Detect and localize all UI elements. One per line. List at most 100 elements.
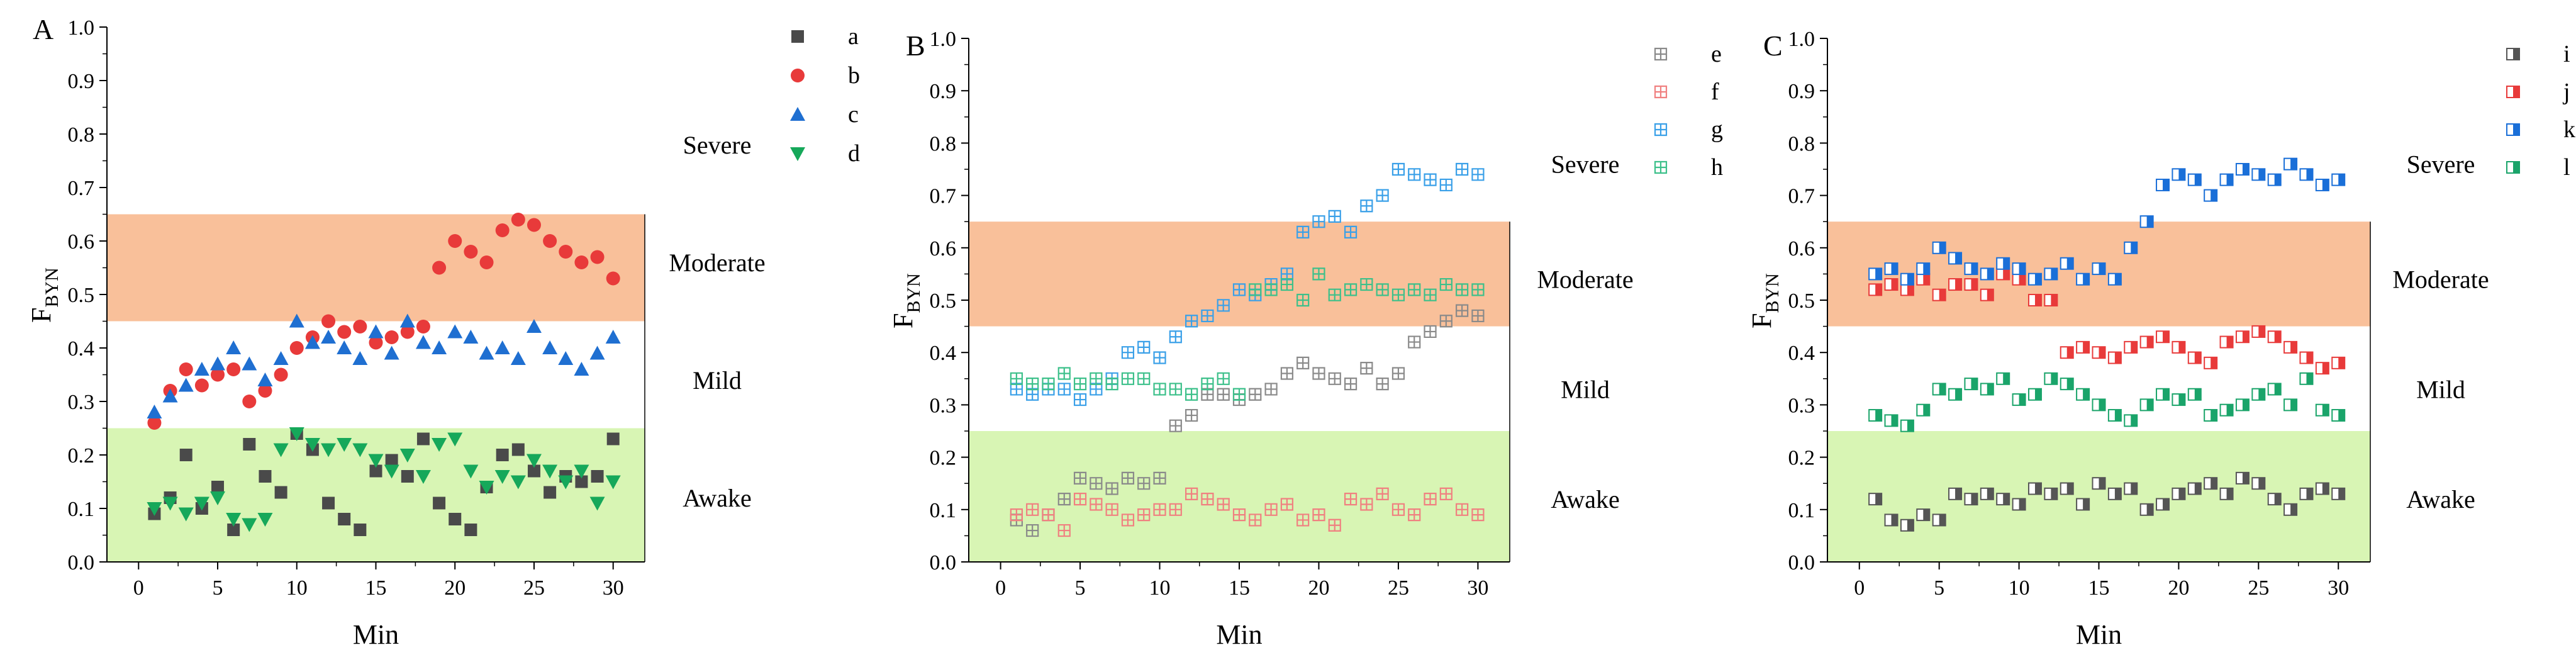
data-point-a bbox=[511, 443, 525, 456]
data-point-b bbox=[543, 234, 557, 248]
data-point-l bbox=[2044, 372, 2058, 385]
x-axis-title: Min bbox=[353, 619, 399, 650]
data-point-h bbox=[1391, 288, 1405, 301]
data-point-i bbox=[2012, 498, 2026, 511]
data-point-j bbox=[2107, 351, 2122, 364]
data-point-b bbox=[416, 320, 430, 334]
band-awake bbox=[107, 428, 645, 562]
data-point-i bbox=[2027, 482, 2042, 495]
data-point-k bbox=[1964, 262, 1978, 276]
data-point-c bbox=[589, 345, 605, 360]
data-point-j bbox=[2204, 356, 2218, 369]
data-point-j bbox=[2299, 351, 2314, 364]
y-tick-label: 0.3 bbox=[930, 394, 957, 417]
legend-marker-f bbox=[1654, 85, 1668, 99]
band-label: Severe bbox=[2407, 150, 2475, 179]
panel-c: 0.0 0.1 0.2 0.3 0.4 0.5 0.6 0.7 0.8 0.9 1.0 0 5 10 15 2… bbox=[1746, 28, 2575, 650]
data-point-l bbox=[2172, 393, 2186, 406]
x-tick-label: 15 bbox=[365, 576, 387, 600]
data-point-c bbox=[226, 340, 242, 354]
data-point-l bbox=[2187, 388, 2202, 401]
legend-label: d bbox=[848, 140, 860, 167]
data-point-e bbox=[1249, 388, 1262, 401]
data-point-l bbox=[1916, 403, 1931, 417]
data-point-f bbox=[1360, 498, 1373, 511]
data-point-h bbox=[1424, 288, 1437, 301]
x-tick-label: 10 bbox=[286, 576, 308, 600]
data-point-g bbox=[1344, 225, 1358, 238]
data-point-e bbox=[1456, 304, 1469, 317]
data-point-k bbox=[2204, 189, 2218, 202]
data-point-j bbox=[2012, 272, 2026, 286]
data-point-b bbox=[432, 261, 447, 275]
data-point-i bbox=[2299, 487, 2314, 500]
legend-marker-l bbox=[2506, 161, 2520, 174]
data-point-f bbox=[1185, 487, 1198, 500]
legend-label: i bbox=[2563, 41, 2570, 67]
data-point-i bbox=[2204, 477, 2218, 490]
y-tick-label: 0.4 bbox=[1788, 342, 1815, 365]
data-point-f bbox=[1296, 513, 1310, 527]
data-point-i bbox=[2044, 487, 2058, 500]
x-tick-label: 25 bbox=[1388, 576, 1409, 600]
band-label: Moderate bbox=[1537, 266, 1633, 294]
data-point-f bbox=[1424, 493, 1437, 506]
data-point-h bbox=[1042, 378, 1055, 391]
data-point-h bbox=[1296, 293, 1310, 307]
data-point-a bbox=[385, 454, 398, 467]
data-point-e bbox=[1471, 309, 1485, 323]
data-point-a bbox=[179, 449, 192, 461]
data-point-h bbox=[1280, 277, 1293, 291]
data-point-c bbox=[257, 373, 273, 386]
data-point-b bbox=[590, 250, 605, 264]
data-point-f bbox=[1391, 503, 1405, 516]
data-point-i bbox=[1948, 487, 1963, 500]
data-point-e bbox=[1328, 372, 1341, 385]
data-point-i bbox=[2187, 482, 2202, 495]
legend-label: l bbox=[2563, 154, 2570, 181]
data-point-g bbox=[1456, 162, 1469, 176]
y-axis-title: FBYN bbox=[888, 273, 924, 328]
x-tick-label: 25 bbox=[523, 576, 545, 600]
data-point-f bbox=[1249, 513, 1262, 527]
data-point-d bbox=[432, 438, 447, 452]
data-point-j bbox=[2027, 294, 2042, 306]
data-point-c bbox=[242, 356, 257, 371]
data-point-e bbox=[1105, 482, 1118, 495]
data-point-k bbox=[2156, 178, 2170, 191]
legend-marker-j bbox=[2506, 86, 2520, 98]
data-point-f bbox=[1312, 508, 1325, 522]
data-point-k bbox=[1948, 252, 1963, 265]
data-point-c bbox=[463, 330, 479, 344]
data-point-l bbox=[1996, 372, 2010, 385]
data-point-h bbox=[1312, 267, 1325, 281]
data-point-k bbox=[2331, 173, 2346, 186]
data-point-l bbox=[1964, 378, 1978, 391]
data-point-l bbox=[1884, 414, 1899, 427]
data-point-l bbox=[1948, 388, 1963, 401]
data-point-c bbox=[210, 356, 226, 371]
data-point-f bbox=[1137, 508, 1151, 522]
data-point-c bbox=[415, 335, 431, 349]
data-point-h bbox=[1057, 367, 1071, 380]
data-point-a bbox=[449, 513, 462, 525]
series-f bbox=[1010, 487, 1485, 537]
data-point-g bbox=[1471, 168, 1485, 181]
data-point-c bbox=[178, 378, 194, 392]
data-point-l bbox=[2060, 378, 2074, 391]
data-point-c bbox=[304, 335, 320, 349]
data-point-g bbox=[1328, 210, 1341, 223]
data-point-g bbox=[1424, 173, 1437, 186]
data-point-g bbox=[1137, 340, 1151, 354]
data-point-d bbox=[589, 496, 605, 511]
x-tick-label: 10 bbox=[1149, 576, 1171, 600]
data-point-a bbox=[527, 464, 540, 478]
data-point-l bbox=[2156, 388, 2170, 401]
y-tick-label: 0.6 bbox=[68, 230, 95, 254]
data-point-g bbox=[1296, 225, 1310, 238]
y-tick-label: 0.1 bbox=[930, 499, 957, 522]
band-awake bbox=[969, 431, 1510, 562]
data-point-l bbox=[2267, 383, 2282, 396]
data-point-d bbox=[542, 464, 558, 479]
data-point-d bbox=[605, 475, 621, 490]
